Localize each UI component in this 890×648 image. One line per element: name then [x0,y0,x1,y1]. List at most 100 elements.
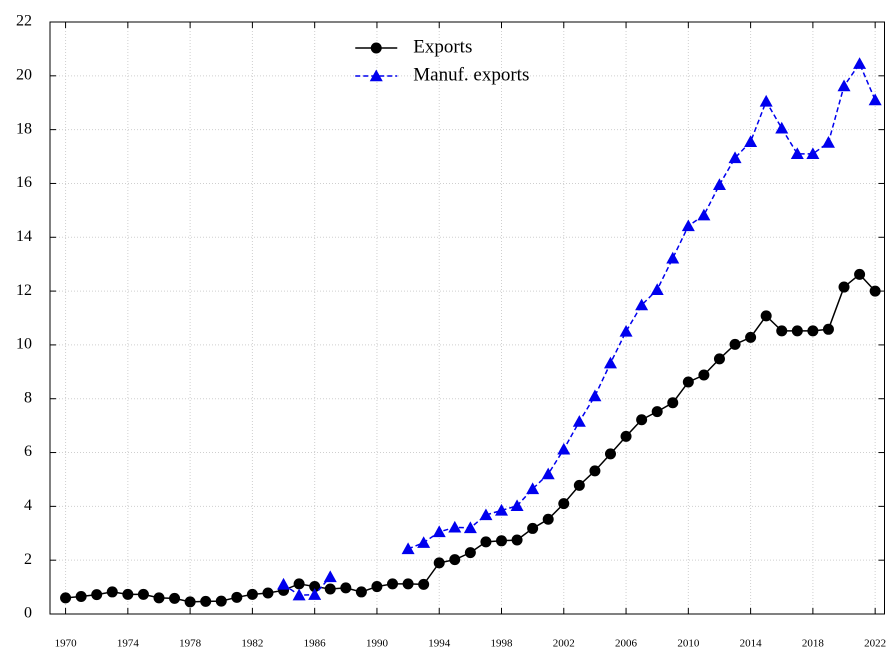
point [542,513,554,525]
x-tick-label: 1978 [179,638,202,648]
point [418,578,430,590]
point [636,414,648,426]
point [713,353,725,365]
x-tick-label: 1986 [304,638,327,648]
point [822,323,834,335]
point [807,325,819,337]
point [821,136,835,148]
point [744,135,758,147]
point [651,406,663,418]
x-tick-label: 1982 [241,638,263,648]
point [215,595,227,607]
point [153,592,165,604]
point [854,268,866,280]
point [698,369,710,381]
point [745,331,757,343]
point [355,586,367,598]
y-tick-label: 0 [24,605,32,622]
y-tick-label: 12 [16,282,32,299]
point [169,592,181,604]
y-tick-label: 16 [16,174,32,191]
point [588,389,602,402]
point [60,592,72,604]
point [791,325,803,337]
point [262,587,274,599]
point [527,522,539,534]
point [137,588,149,600]
point [838,281,850,293]
y-tick-label: 2 [24,551,32,568]
y-tick-label: 18 [16,120,32,137]
y-tick-label: 8 [24,389,32,406]
point [604,448,616,460]
point [464,547,476,559]
point [231,591,243,603]
point [401,542,415,555]
point [75,591,87,603]
series-line [283,62,876,596]
point [589,465,601,477]
point [324,583,336,595]
point [853,57,867,69]
point [479,508,493,521]
point [106,586,118,598]
legend-label: Manuf. exports [413,64,529,85]
point [806,147,820,160]
legend-label: Exports [413,36,472,57]
point [759,94,773,107]
y-tick-label: 6 [24,443,32,460]
point [200,595,212,607]
point [790,147,804,160]
point [557,442,571,455]
point [729,338,741,350]
point [448,520,462,533]
point [480,536,492,548]
y-tick-label: 14 [16,228,32,245]
point [495,503,509,516]
legend-marker [370,42,382,54]
point [635,298,649,311]
point [510,499,524,512]
y-tick-label: 10 [16,336,32,353]
point [91,589,103,601]
point [449,554,461,566]
point [340,582,352,594]
point [496,535,508,547]
point [776,325,788,337]
point [433,557,445,569]
point [869,285,881,297]
point [728,151,742,164]
point [619,324,633,337]
point [681,219,695,232]
point [511,534,523,546]
point [323,570,337,583]
y-tick-label: 20 [16,66,32,83]
point [667,397,679,409]
point [712,178,726,190]
x-tick-label: 2010 [677,638,700,648]
x-tick-label: 2014 [740,638,763,648]
point [309,581,321,593]
point [184,596,196,608]
x-tick-label: 1970 [55,638,78,648]
x-tick-label: 1994 [428,638,451,648]
point [775,121,789,134]
point [573,479,585,491]
y-tick-label: 22 [16,13,32,30]
point [371,581,383,593]
x-tick-label: 2006 [615,638,638,648]
point [558,498,570,510]
point [463,521,477,534]
x-tick-label: 2002 [553,638,575,648]
point [541,467,555,480]
point [417,536,431,548]
point [308,588,322,600]
point [650,283,664,295]
point [837,79,851,92]
point [526,482,540,495]
x-tick-label: 1974 [117,638,140,648]
x-tick-label: 1990 [366,638,389,648]
point [697,208,711,221]
point [868,93,882,106]
